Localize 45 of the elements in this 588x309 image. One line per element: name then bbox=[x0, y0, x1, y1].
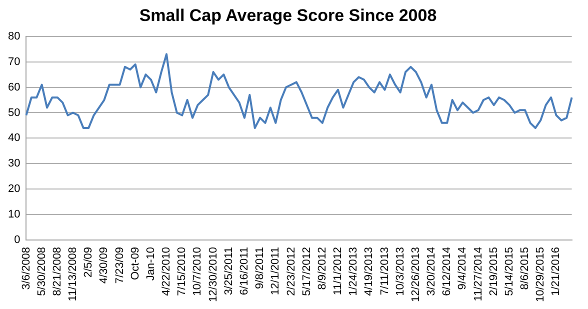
y-tick-label: 30 bbox=[8, 158, 20, 170]
x-tick-label: 2/19/2015 bbox=[488, 246, 500, 296]
x-tick-label: 3/20/2014 bbox=[426, 246, 438, 296]
x-tick-label: 12/1/2011 bbox=[270, 246, 282, 296]
x-tick-label: 8/21/2008 bbox=[51, 246, 64, 296]
x-tick-label: 7/15/2010 bbox=[176, 246, 188, 296]
x-tick-label: 12/26/2013 bbox=[410, 246, 422, 302]
x-tick-label: 4/30/09 bbox=[98, 246, 110, 284]
x-tick-label: 2/5/09 bbox=[82, 246, 95, 278]
x-tick-label: 7/11/2013 bbox=[378, 246, 391, 296]
x-tick-label: 12/30/2010 bbox=[207, 246, 220, 302]
y-tick-label: 80 bbox=[8, 30, 20, 42]
x-tick-label: 5/30/2008 bbox=[36, 246, 48, 296]
y-tick-label: 40 bbox=[8, 132, 20, 144]
x-tick-label: 11/13/2008 bbox=[67, 246, 80, 302]
x-tick-label: 5/14/2015 bbox=[503, 246, 516, 296]
x-tick-label: 1/24/2013 bbox=[348, 246, 360, 296]
x-tick-label: 9/8/2011 bbox=[254, 246, 266, 289]
y-tick-label: 50 bbox=[8, 106, 20, 119]
x-tick-label: 7/23/09 bbox=[114, 246, 126, 284]
x-tick-label: 3/6/2008 bbox=[20, 246, 32, 290]
y-tick-label: 70 bbox=[8, 56, 20, 68]
x-tick-label: 9/4/2014 bbox=[456, 246, 469, 290]
x-tick-label: 2/23/2012 bbox=[285, 246, 298, 296]
x-tick-label: 10/29/2015 bbox=[534, 246, 547, 302]
x-tick-label: 8/9/2012 bbox=[316, 246, 328, 290]
x-tick-label: 4/19/2013 bbox=[363, 246, 376, 296]
x-tick-label: Oct-09 bbox=[129, 246, 142, 280]
x-tick-label: 11/1/2012 bbox=[332, 246, 344, 296]
x-tick-label: 4/22/2010 bbox=[160, 246, 173, 296]
x-tick-label: 6/12/2014 bbox=[441, 246, 454, 296]
x-tick-label: 5/17/2012 bbox=[300, 246, 313, 296]
x-tick-label: 6/16/2011 bbox=[238, 246, 250, 296]
chart-title: Small Cap Average Score Since 2008 bbox=[139, 6, 437, 25]
x-tick-label: 11/27/2014 bbox=[472, 246, 484, 302]
y-tick-label: 0 bbox=[14, 234, 20, 246]
x-tick-label: 3/25/2011 bbox=[222, 246, 235, 296]
x-tick-label: 1/21/2016 bbox=[550, 246, 562, 296]
x-tick-label: 8/6/2015 bbox=[519, 246, 532, 290]
x-tick-label: 10/3/2013 bbox=[394, 246, 406, 296]
y-tick-label: 60 bbox=[8, 81, 20, 94]
x-tick-label: 10/7/2010 bbox=[192, 246, 204, 296]
y-tick-label: 20 bbox=[8, 183, 20, 196]
x-tick-label: Jan-10 bbox=[144, 246, 157, 281]
y-tick-label: 10 bbox=[8, 208, 20, 221]
